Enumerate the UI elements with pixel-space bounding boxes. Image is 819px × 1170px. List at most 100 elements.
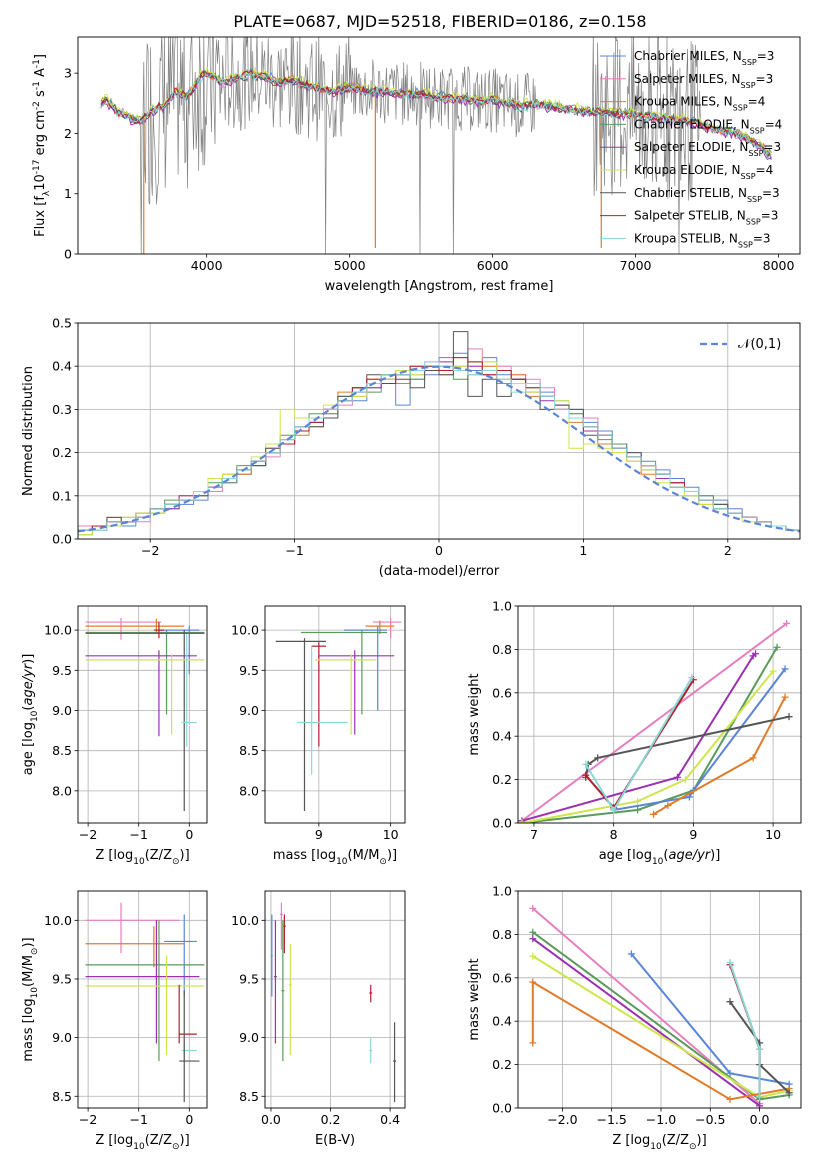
error-cross	[85, 654, 205, 735]
axes-frame	[77, 890, 208, 1109]
y-tick-label: 8.5	[239, 1089, 259, 1104]
y-axis-label: mass weight	[467, 673, 482, 755]
weight-marker	[529, 904, 537, 912]
error-cross	[85, 955, 205, 1056]
x-tick-label: 2	[724, 543, 732, 558]
weight-marker	[634, 797, 642, 805]
label-segment: SSP	[733, 103, 748, 112]
label-segment: )]	[710, 848, 720, 863]
label-segment: (data-model)/error	[379, 564, 500, 579]
label-segment: Z/Z	[150, 848, 172, 863]
axes-frame	[517, 890, 802, 1109]
error-cross	[300, 630, 388, 715]
y-tick-label: 0.0	[492, 816, 512, 831]
error-cross	[85, 650, 197, 737]
histogram-legend: 𝒩(0,1)	[700, 337, 781, 352]
error-cross	[85, 902, 180, 954]
weight-marker	[781, 693, 789, 701]
weight-marker	[781, 665, 789, 673]
label-segment: Z [log	[612, 1133, 650, 1148]
y-axis-label: Flux [fλ10-17 erg cm-2 s-1 A-1]	[32, 54, 52, 237]
x-tick-label: 5000	[334, 258, 366, 273]
label-segment: mass [log	[21, 998, 36, 1061]
plot-area	[85, 902, 205, 1103]
y-tick-label: 8.5	[239, 743, 259, 758]
y-tick-label: 1	[64, 186, 72, 201]
weight-line	[532, 937, 761, 1107]
error-cross	[181, 634, 197, 747]
y-tick-label: 10.0	[44, 913, 72, 928]
label-segment: E(B-V)	[315, 1133, 355, 1148]
error-cross	[297, 646, 348, 775]
y-axis-label: mass [log10(M/M⊙)]	[21, 937, 40, 1061]
x-tick-label: 1	[579, 543, 587, 558]
label-segment: Kroupa ELODIE, N	[634, 163, 741, 177]
label-segment: age [log	[599, 848, 652, 863]
y-tick-label: 0.5	[52, 316, 72, 331]
error-cross	[85, 618, 185, 635]
label-segment: 10	[650, 1142, 662, 1152]
y-tick-label: 0.2	[492, 772, 512, 787]
label-segment: mass weight	[467, 673, 482, 755]
weight-marker	[726, 998, 734, 1006]
label-segment: Chabrier STELIB, N	[634, 186, 747, 200]
y-tick-label: 0.8	[492, 927, 512, 942]
label-segment: 10	[33, 174, 48, 191]
error-cross	[85, 926, 185, 968]
label-segment: (	[145, 1133, 150, 1148]
y-tick-label: 8.0	[239, 783, 259, 798]
y-tick-label: 1.0	[492, 884, 512, 899]
label-segment: mass weight	[467, 958, 482, 1040]
error-cross	[178, 984, 197, 1044]
label-segment: Salpeter STELIB, N	[634, 209, 746, 223]
label-segment: (	[662, 1133, 667, 1148]
y-tick-label: 8.5	[52, 743, 72, 758]
y-tick-label: 0.2	[492, 1057, 512, 1072]
weight-marker	[529, 935, 537, 943]
weight-line	[652, 696, 786, 816]
label-segment: Chabrier ELODIE, N	[634, 117, 750, 131]
x-axis-label: E(B-V)	[315, 1133, 355, 1148]
label-segment: )]	[180, 1133, 190, 1148]
y-tick-label: 0.2	[52, 445, 72, 460]
y-tick-label: 0.0	[52, 532, 72, 547]
x-tick-label: 0	[435, 543, 443, 558]
label-segment: ⊙	[30, 948, 40, 956]
label-segment: ]	[33, 54, 48, 59]
label-segment: SSP	[746, 217, 761, 226]
weight-marker	[783, 619, 791, 627]
error-cross	[343, 626, 388, 711]
error-cross	[372, 618, 402, 639]
data-spectrum-line	[100, 37, 772, 254]
label-segment: ⊙	[172, 1142, 180, 1152]
figure-title: PLATE=0687, MJD=52518, FIBERID=0186, z=0…	[233, 12, 646, 31]
weight-line	[521, 652, 757, 822]
label-segment: M/M	[21, 955, 36, 982]
x-tick-label: 0.0	[261, 1112, 281, 1127]
plot-area	[100, 37, 772, 254]
axes-frame	[77, 322, 801, 540]
label-segment: =3	[762, 186, 780, 200]
label-segment: -1	[32, 59, 42, 68]
x-tick-label: −2.0	[547, 1112, 577, 1127]
label-segment: 10	[133, 857, 145, 867]
label-segment: SSP	[742, 58, 757, 67]
label-segment: A	[33, 68, 48, 81]
weight-marker	[769, 667, 777, 675]
label-segment: λ	[42, 190, 52, 196]
legend-entry: Kroupa ELODIE, NSSP=4	[634, 163, 773, 181]
error-cross	[365, 620, 395, 635]
label-segment: =3	[757, 49, 775, 63]
axes-frame	[517, 605, 802, 824]
label-segment: =4	[748, 95, 766, 109]
x-axis-label: Z [log10(Z/Z⊙)]	[612, 1133, 706, 1152]
y-tick-label: 0.4	[492, 1014, 512, 1029]
y-tick-label: 0.6	[492, 685, 512, 700]
plot-area	[518, 619, 793, 823]
error-cross	[369, 1037, 373, 1064]
weight-marker	[785, 713, 793, 721]
x-tick-label: 9	[689, 827, 697, 842]
weight-marker	[529, 928, 537, 936]
y-tick-label: 0.1	[52, 488, 72, 503]
weight-marker	[726, 1095, 734, 1103]
